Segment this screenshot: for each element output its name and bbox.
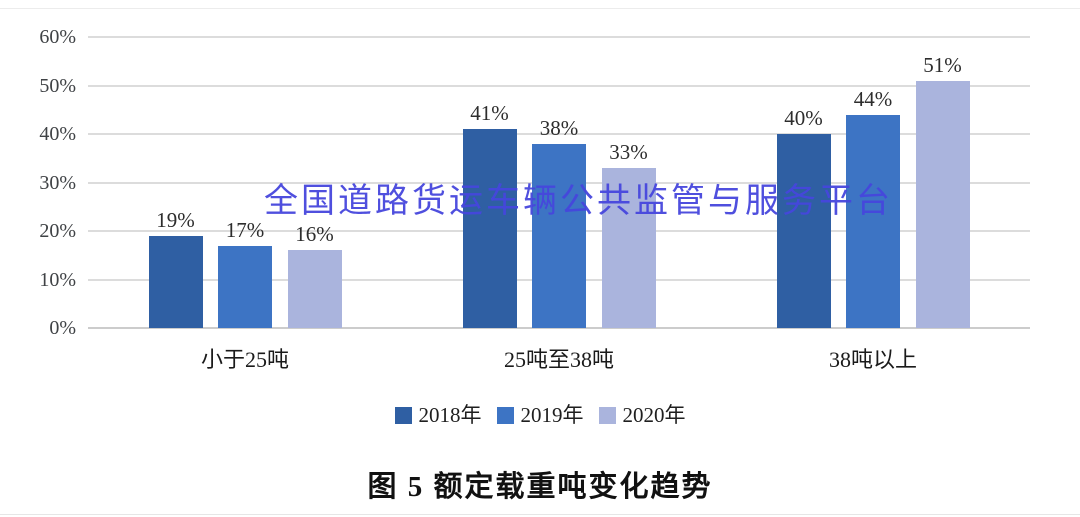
bottom-border-line	[0, 514, 1080, 515]
bar-value-label: 17%	[225, 217, 265, 242]
bar-value-label: 44%	[853, 86, 893, 111]
y-axis-tick-label: 10%	[39, 269, 76, 291]
bar-2018年-38吨以上	[776, 134, 831, 328]
bar-2020年-38吨以上	[915, 80, 970, 328]
x-axis-category-label: 25吨至38吨	[503, 347, 614, 372]
bar-value-label: 19%	[156, 207, 195, 232]
legend-label: 2019年	[520, 403, 584, 427]
bar-value-label: 40%	[784, 106, 823, 130]
gridline	[88, 36, 1030, 38]
legend-swatch-icon	[496, 406, 514, 424]
top-border-line	[0, 8, 1080, 9]
legend-label: 2020年	[622, 403, 686, 427]
legend-item-2018年: 2018年	[394, 399, 482, 429]
bar-2019年-25吨至38吨	[532, 143, 586, 328]
gridline	[88, 327, 1030, 329]
legend: 2018年 2019年 2020年	[0, 399, 1080, 429]
bar-2018年-小于25吨	[148, 235, 203, 328]
legend-item-2019年: 2019年	[496, 399, 584, 429]
y-axis-tick-label: 0%	[49, 317, 76, 339]
legend-swatch-icon	[394, 406, 412, 424]
x-axis-category-label: 38吨以上	[828, 347, 917, 372]
y-axis-tick-label: 60%	[39, 26, 76, 48]
gridline	[88, 133, 1030, 135]
bar-value-label: 16%	[295, 222, 334, 247]
y-axis-tick-label: 40%	[39, 123, 76, 145]
bar-2020年-小于25吨	[287, 250, 342, 328]
bar-value-label: 33%	[609, 140, 648, 164]
y-axis-tick-label: 20%	[39, 220, 76, 242]
bar-value-label: 38%	[539, 115, 579, 140]
bar-value-label: 41%	[470, 101, 509, 126]
y-axis-tick-label: 30%	[39, 172, 76, 194]
gridline	[88, 85, 1030, 87]
legend-item-2020年: 2020年	[598, 399, 686, 429]
bar-2020年-25吨至38吨	[601, 168, 656, 328]
y-axis-tick-label: 50%	[39, 75, 76, 97]
figure-caption: 图 5 额定载重吨变化趋势	[367, 471, 713, 503]
bar-value-label: 51%	[923, 52, 962, 77]
watermark-text: 全国道路货运车辆公共监管与服务平台	[264, 182, 893, 220]
bar-2018年-25吨至38吨	[462, 129, 517, 328]
bar-2019年-小于25吨	[218, 245, 272, 328]
legend-swatch-icon	[598, 406, 616, 424]
x-axis-category-label: 小于25吨	[200, 347, 289, 372]
legend-label: 2018年	[418, 403, 482, 427]
bar-2019年-38吨以上	[846, 114, 900, 328]
